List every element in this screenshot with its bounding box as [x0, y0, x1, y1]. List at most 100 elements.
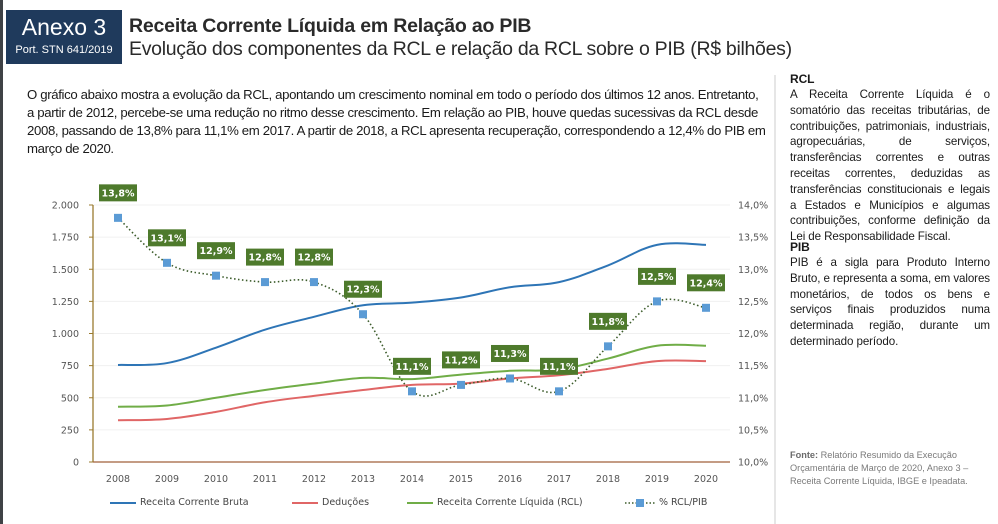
- right-axis-tick-label: 14,0%: [738, 201, 768, 212]
- data-label: 12,9%: [200, 246, 233, 257]
- gridlines: [93, 204, 730, 431]
- source-label: Fonte:: [790, 450, 819, 460]
- data-label-box: [638, 267, 676, 285]
- rcl-pib-marker: [702, 303, 710, 312]
- left-edge-bar: [0, 0, 3, 524]
- data-label: 13,1%: [151, 233, 184, 244]
- left-axis-tick-label: 0: [73, 458, 79, 469]
- data-label: 11,1%: [396, 362, 429, 373]
- x-axis-tick-label: 2014: [400, 474, 424, 485]
- legend-swatch: [407, 501, 433, 504]
- data-label: 12,3%: [347, 285, 380, 296]
- data-label-box: [589, 312, 627, 330]
- left-axis-tick-label: 1.000: [52, 329, 79, 340]
- data-label: 12,5%: [641, 272, 674, 283]
- page-title: Receita Corrente Líquida em Relação ao P…: [129, 15, 532, 37]
- sidebar-text: A Receita Corrente Líquida é o somatório…: [790, 88, 990, 244]
- intro-paragraph: O gráfico abaixo mostra a evolução da RC…: [27, 87, 766, 156]
- left-axis-tick-label: 750: [61, 361, 79, 372]
- data-label-box: [442, 351, 480, 369]
- data-label: 12,8%: [298, 253, 331, 264]
- annex-sub-label: Port. STN 641/2019: [15, 44, 113, 56]
- sidebar-heading: PIB: [790, 240, 810, 254]
- rcl-pib-marker: [359, 310, 367, 319]
- rcl-pib-marker: [163, 258, 171, 267]
- x-axis-tick-label: 2011: [253, 474, 277, 485]
- data-label: 11,8%: [592, 317, 625, 328]
- data-labels: 13,8% 13,1% 12,9% 12,8% 12,8% 12,3% 11,1% 11,2%…: [99, 184, 725, 375]
- rcl-pib-marker: [653, 297, 661, 306]
- data-label: 12,4%: [690, 278, 723, 289]
- left-axis-tick-label: 2.000: [52, 201, 79, 212]
- data-label-box: [393, 357, 431, 375]
- left-axis-tick-label: 1.250: [52, 297, 79, 308]
- data-label-box: [246, 248, 284, 266]
- source-text: Relatório Resumido da Execução Orçamentá…: [790, 450, 969, 486]
- x-axis-tick-label: 2020: [694, 474, 718, 485]
- left-axis-tick-label: 500: [61, 393, 79, 404]
- right-axis-tick-label: 11,0%: [738, 393, 768, 404]
- data-label-box: [99, 184, 137, 202]
- series-line-rcl: [117, 343, 707, 408]
- rcl-pib-marker: [261, 278, 269, 287]
- legend-label: Deduções: [322, 497, 370, 508]
- data-label-box: [197, 242, 235, 260]
- rcl-pib-marker: [506, 374, 514, 383]
- series-line-deducoes: [117, 359, 707, 422]
- legend-item-rcl: Receita Corrente Líquida (RCL): [407, 497, 583, 508]
- x-axis-tick-label: 2009: [155, 474, 179, 485]
- sidebar-divider: [774, 75, 776, 524]
- page-subtitle: Evolução dos componentes da RCL e relaçã…: [129, 38, 792, 60]
- legend-item-bruta: Receita Corrente Bruta: [110, 497, 249, 508]
- rcl-pib-marker: [212, 271, 220, 280]
- data-label: 13,8%: [102, 188, 135, 199]
- x-axis-tick-label: 2019: [645, 474, 669, 485]
- rcl-pib-marker: [555, 387, 563, 396]
- sidebar-section-rcl: RCL A Receita Corrente Líquida é o somat…: [790, 72, 990, 245]
- source-note: Fonte: Relatório Resumido da Execução Or…: [790, 449, 990, 488]
- sidebar-heading: RCL: [790, 72, 815, 86]
- data-label-box: [540, 357, 578, 375]
- x-axis-tick-label: 2018: [596, 474, 620, 485]
- rcl-chart: 0 250 500 750 1.000 1.250 1.500 1.750 2.000 10,0%…: [52, 184, 768, 486]
- annex-badge: Anexo 3 Port. STN 641/2019: [6, 10, 122, 64]
- rcl-pib-marker: [310, 278, 318, 287]
- data-label: 11,3%: [494, 349, 527, 360]
- x-axis-tick-label: 2017: [547, 474, 571, 485]
- x-axis-tick-label: 2012: [302, 474, 326, 485]
- data-label: 11,2%: [445, 355, 478, 366]
- sidebar-section-pib: PIB PIB é a sigla para Produto Interno B…: [790, 240, 990, 350]
- annex-label: Anexo 3: [21, 14, 107, 40]
- legend-label: % RCL/PIB: [659, 497, 708, 508]
- legend-item-deducoes: Deduções: [292, 497, 369, 508]
- x-axis-tick-label: 2010: [204, 474, 228, 485]
- rcl-pib-marker: [408, 387, 416, 396]
- right-axis-tick-label: 12,5%: [738, 297, 768, 308]
- x-axis-tick-label: 2008: [106, 474, 130, 485]
- x-axis-tick-label: 2015: [449, 474, 473, 485]
- data-label: 12,8%: [249, 253, 282, 264]
- left-axis-tick-label: 250: [61, 425, 79, 436]
- right-axis-tick-label: 13,0%: [738, 265, 768, 276]
- data-label-box: [295, 248, 333, 266]
- series-line-receita-bruta: [117, 242, 707, 367]
- data-label: 11,1%: [543, 362, 576, 373]
- x-axis-tick-label: 2013: [351, 474, 375, 485]
- legend-swatch: [110, 501, 136, 504]
- left-axis-tick-label: 1.500: [52, 265, 79, 276]
- legend-swatch: [292, 501, 318, 504]
- right-axis-tick-label: 10,5%: [738, 425, 768, 436]
- legend-item-rcl-pib: % RCL/PIB: [625, 497, 707, 508]
- legend-label: Receita Corrente Bruta: [140, 497, 249, 508]
- data-label-box: [148, 229, 186, 247]
- series-lines: [114, 213, 710, 422]
- rcl-pib-marker: [604, 342, 612, 351]
- left-axis-tick-label: 1.750: [52, 233, 79, 244]
- sidebar-text: PIB é a sigla para Produto Interno Bruto…: [790, 256, 990, 348]
- legend-label: Receita Corrente Líquida (RCL): [437, 497, 583, 508]
- data-label-box: [344, 280, 382, 298]
- axes: 0 250 500 750 1.000 1.250 1.500 1.750 2.000 10,0%…: [52, 201, 768, 486]
- right-axis-tick-label: 13,5%: [738, 233, 768, 244]
- right-axis-tick-label: 10,0%: [738, 458, 768, 469]
- right-axis-tick-label: 12,0%: [738, 329, 768, 340]
